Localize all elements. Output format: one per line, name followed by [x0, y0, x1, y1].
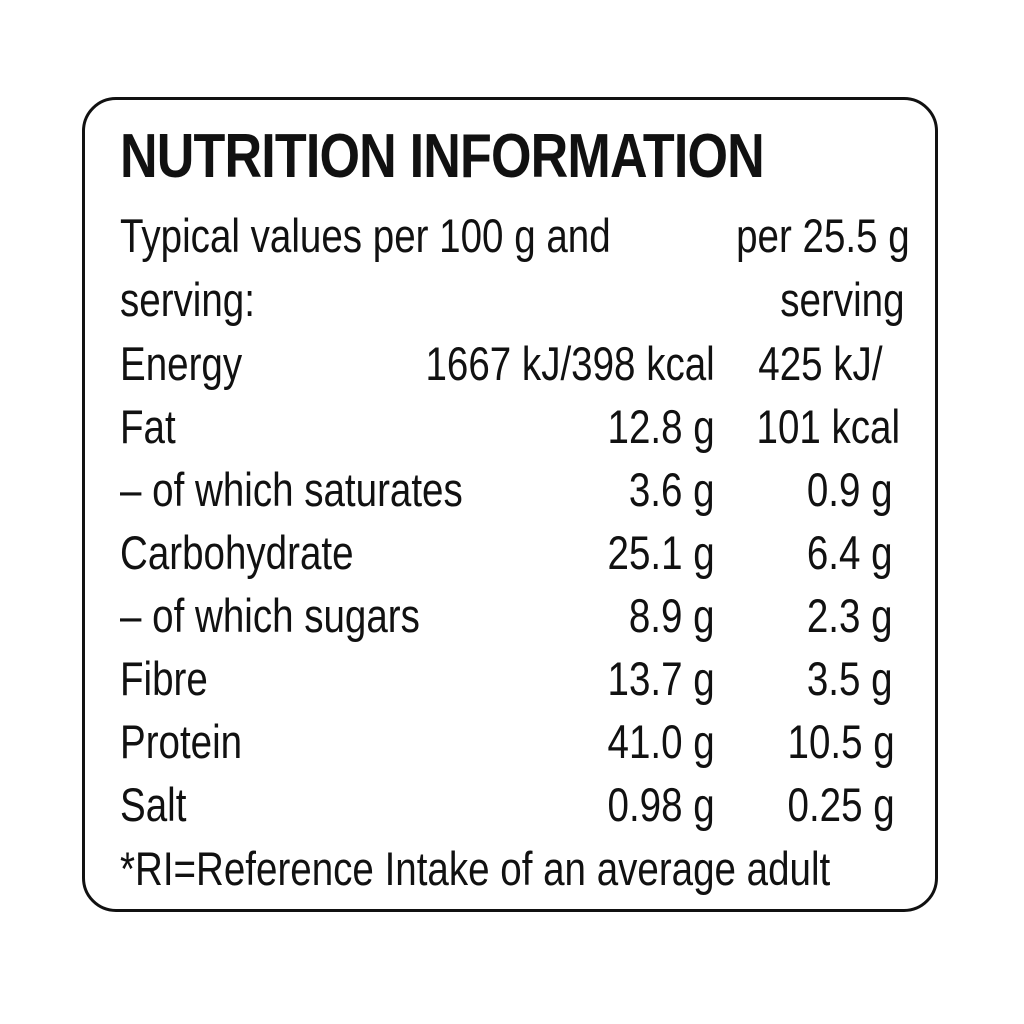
row-sugars-per-serving: 2.3 g: [807, 589, 893, 642]
row-energy-name: Energy: [120, 337, 243, 390]
row-sugars-per-100g: 8.9 g: [629, 589, 715, 642]
row-salt-per-serving: 0.25 g: [787, 778, 895, 831]
row-protein-per-serving: 10.5 g: [787, 715, 895, 768]
row-fibre-name: Fibre: [120, 652, 208, 705]
footnote: *RI=Reference Intake of an average adult: [120, 842, 831, 895]
row-protein-name: Protein: [120, 715, 243, 768]
row-carbohydrate-per-100g: 25.1 g: [607, 526, 715, 579]
row-fibre-per-serving: 3.5 g: [807, 652, 893, 705]
row-energy-per-serving: 425 kJ/: [758, 337, 883, 390]
row-sugars-name: – of which sugars: [120, 589, 420, 642]
row-energy-per-100g: 1667 kJ/398 kcal: [425, 337, 715, 390]
row-saturates-name: – of which saturates: [120, 463, 463, 516]
row-fat-per-100g: 12.8 g: [607, 400, 715, 453]
row-carbohydrate-name: Carbohydrate: [120, 526, 354, 579]
header-serving-right: serving: [780, 273, 905, 326]
header-serving-left: serving:: [120, 273, 255, 326]
row-saturates-per-serving: 0.9 g: [807, 463, 893, 516]
row-fibre-per-100g: 13.7 g: [607, 652, 715, 705]
row-salt-per-100g: 0.98 g: [607, 778, 715, 831]
row-protein-per-100g: 41.0 g: [607, 715, 715, 768]
row-carbohydrate-per-serving: 6.4 g: [807, 526, 893, 579]
row-fat-per-serving: 101 kcal: [756, 400, 900, 453]
row-fat-name: Fat: [120, 400, 176, 453]
row-salt-name: Salt: [120, 778, 187, 831]
header-per-serving: per 25.5 g: [736, 209, 910, 262]
nutrition-label: NUTRITION INFORMATION Typical values per…: [82, 97, 938, 912]
row-saturates-per-100g: 3.6 g: [629, 463, 715, 516]
header-per-100g: Typical values per 100 g and: [120, 209, 611, 262]
label-title: NUTRITION INFORMATION: [120, 122, 765, 191]
